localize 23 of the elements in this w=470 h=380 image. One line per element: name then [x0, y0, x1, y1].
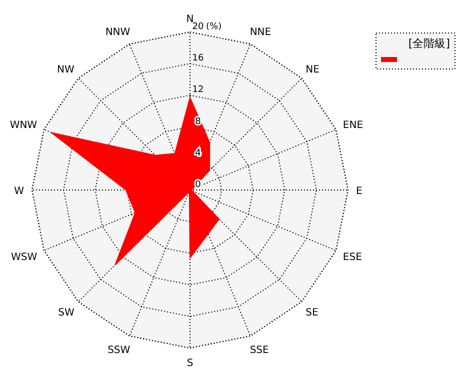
spoke-label: WSW	[10, 252, 38, 263]
spoke-label: ESE	[342, 252, 362, 263]
spoke-label: W	[14, 186, 24, 197]
spoke-label: SSE	[250, 344, 269, 356]
spoke-label: NNW	[105, 27, 130, 38]
spoke-label: NE	[306, 64, 320, 76]
y-tick-label: 12	[192, 85, 204, 96]
spoke-label: SW	[58, 308, 74, 319]
spoke-label: WNW	[10, 120, 38, 132]
text: [全階級]	[408, 37, 450, 50]
spoke-label: NNE	[250, 27, 272, 38]
spoke-label: NW	[57, 64, 74, 76]
spoke-label: SE	[306, 308, 318, 319]
y-tick-label: 20	[192, 22, 204, 32]
text: (%)	[206, 22, 222, 32]
spoke-label: E	[356, 186, 362, 197]
spoke-label: N	[186, 14, 194, 25]
spoke-label: SSW	[108, 344, 130, 356]
y-tick-label: 4	[195, 148, 202, 158]
y-tick-label: 16	[192, 54, 204, 64]
y-tick-label: 8	[195, 116, 202, 127]
spoke-label: ENE	[342, 120, 364, 132]
spoke-label: S	[186, 358, 194, 369]
